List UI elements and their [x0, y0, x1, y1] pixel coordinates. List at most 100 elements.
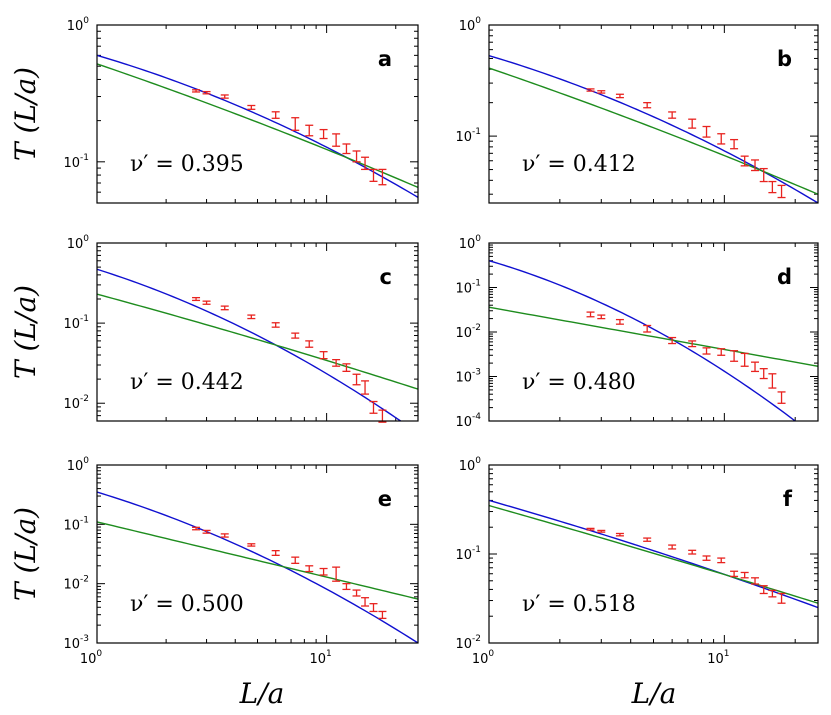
y-axis-title: T (L/a)	[9, 67, 42, 161]
x-axis-title: L/a	[239, 677, 285, 710]
green-fit-line	[489, 504, 818, 604]
data-point	[730, 138, 739, 150]
data-point	[192, 89, 201, 93]
data-point	[378, 409, 387, 423]
data-point	[717, 557, 726, 564]
data-point	[369, 603, 378, 613]
plot-frame	[96, 464, 419, 644]
data-point	[352, 373, 361, 386]
data-point	[352, 150, 361, 163]
y-tick-label: 100	[459, 16, 482, 34]
y-tick-label: 10-2	[455, 634, 481, 652]
data-point	[768, 180, 777, 194]
data-point	[305, 565, 314, 573]
data-point	[247, 543, 256, 547]
data-point	[220, 533, 229, 538]
data-point	[597, 529, 606, 533]
data-point	[352, 589, 361, 597]
data-point	[586, 311, 595, 318]
plot-frame	[488, 242, 819, 422]
data-point	[751, 577, 760, 585]
data-point	[717, 133, 726, 145]
data-point	[586, 88, 595, 92]
curves	[97, 268, 418, 421]
plot-frame	[488, 464, 819, 644]
y-tick-label: 10-1	[63, 515, 89, 533]
panel-letter: b	[777, 47, 792, 71]
data-point	[319, 128, 328, 140]
data-point	[702, 125, 711, 138]
y-tick-label: 10-1	[455, 127, 481, 145]
data-point	[730, 350, 739, 362]
data-point	[192, 526, 201, 531]
data-point	[643, 324, 652, 333]
data-point	[247, 104, 256, 110]
y-tick-label: 10-2	[63, 394, 89, 412]
y-tick-label: 10-4	[455, 412, 481, 430]
panel-d: 10-4 10-3 10-2 10-1 100 d ν′ = 0.480	[455, 234, 819, 430]
data-point	[271, 550, 280, 557]
blue-fit-line	[489, 260, 796, 421]
y-tick-label: 10-3	[455, 368, 481, 386]
nu-label: ν′ = 0.442	[130, 370, 244, 395]
curves	[489, 260, 818, 421]
nu-label: ν′ = 0.518	[522, 592, 636, 617]
y-tick-label: 100	[459, 234, 482, 252]
y-tick-label: 100	[459, 456, 482, 474]
data-point	[378, 168, 387, 186]
data-point	[332, 358, 341, 367]
blue-fit-line	[97, 268, 402, 421]
data-point	[751, 361, 760, 373]
data-point	[740, 155, 749, 167]
data-point	[291, 117, 300, 131]
data-point	[378, 610, 387, 620]
data-point	[668, 544, 677, 550]
data-point	[759, 167, 768, 183]
green-fit-line	[489, 306, 818, 367]
panel-letter: c	[380, 265, 392, 289]
y-axis-title: T (L/a)	[9, 507, 42, 601]
blue-fit-line	[97, 491, 418, 643]
data-point	[730, 570, 739, 578]
data-point	[332, 566, 341, 582]
nu-label: ν′ = 0.412	[522, 152, 636, 177]
green-fit-line	[97, 293, 418, 390]
data-point	[597, 314, 606, 320]
data-point	[717, 348, 726, 356]
data-point	[688, 340, 697, 348]
y-tick-label: 10-2	[455, 323, 481, 341]
x-tick-label: 100	[472, 649, 495, 667]
data-point	[688, 118, 697, 129]
data-point	[305, 340, 314, 348]
data-point	[751, 159, 760, 172]
y-tick-label: 10-3	[63, 634, 89, 652]
data-point	[342, 363, 351, 372]
data-point	[777, 391, 786, 404]
y-tick-label: 10-1	[63, 314, 89, 332]
x-tick-label: 101	[707, 649, 729, 667]
data-point	[702, 555, 711, 561]
data-point	[319, 351, 328, 360]
data-point	[777, 184, 786, 199]
data-point	[369, 400, 378, 414]
data-point	[220, 305, 229, 311]
plot-frame	[488, 24, 819, 204]
panel-a: 10-1 100 a ν′ = 0.395	[63, 16, 419, 204]
data-point	[586, 527, 595, 531]
data-point	[271, 111, 280, 119]
panel-c: 10-2 10-1 100 c ν′ = 0.442	[63, 234, 419, 423]
y-tick-label: 100	[67, 234, 90, 252]
x-axis-title: L/a	[631, 677, 677, 710]
data-point	[361, 156, 370, 171]
data-point	[319, 567, 328, 576]
data-point	[369, 168, 378, 182]
data-point	[202, 300, 211, 305]
data-point	[597, 90, 606, 94]
x-tick-label: 100	[80, 649, 103, 667]
panel-letter: f	[783, 487, 793, 511]
y-tick-label: 10-1	[455, 545, 481, 563]
data-point	[759, 585, 768, 595]
data-point	[192, 296, 201, 302]
plot-frame	[96, 242, 419, 422]
